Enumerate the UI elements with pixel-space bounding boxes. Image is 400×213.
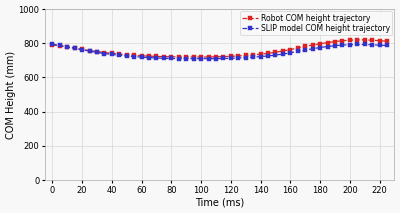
Robot COM height trajectory	[191, 56, 196, 58]
Robot COM height trajectory	[147, 55, 152, 57]
SLIP model COM height trajectory	[102, 52, 107, 55]
Robot COM height trajectory	[228, 55, 233, 58]
Robot COM height trajectory	[243, 54, 248, 57]
SLIP model COM height trajectory	[154, 57, 159, 59]
Robot COM height trajectory	[57, 45, 62, 47]
Robot COM height trajectory	[303, 45, 308, 48]
SLIP model COM height trajectory	[377, 44, 382, 46]
Robot COM height trajectory	[124, 53, 129, 56]
SLIP model COM height trajectory	[325, 45, 330, 48]
Robot COM height trajectory	[377, 39, 382, 42]
Robot COM height trajectory	[50, 44, 55, 46]
Robot COM height trajectory	[169, 56, 174, 58]
Robot COM height trajectory	[65, 46, 70, 48]
SLIP model COM height trajectory	[332, 44, 337, 47]
SLIP model COM height trajectory	[221, 57, 226, 60]
SLIP model COM height trajectory	[236, 57, 241, 59]
SLIP model COM height trajectory	[355, 43, 360, 46]
Robot COM height trajectory	[199, 56, 204, 58]
Robot COM height trajectory	[132, 54, 136, 56]
Robot COM height trajectory	[332, 40, 337, 43]
SLIP model COM height trajectory	[87, 50, 92, 52]
SLIP model COM height trajectory	[169, 57, 174, 60]
Robot COM height trajectory	[154, 55, 159, 58]
Robot COM height trajectory	[72, 47, 77, 49]
Robot COM height trajectory	[266, 52, 270, 55]
SLIP model COM height trajectory	[117, 54, 122, 56]
Robot COM height trajectory	[318, 43, 322, 45]
SLIP model COM height trajectory	[50, 43, 55, 45]
Robot COM height trajectory	[348, 39, 352, 42]
SLIP model COM height trajectory	[288, 52, 293, 54]
SLIP model COM height trajectory	[162, 57, 166, 60]
SLIP model COM height trajectory	[184, 57, 188, 60]
Y-axis label: COM Height (mm): COM Height (mm)	[6, 50, 16, 139]
Robot COM height trajectory	[102, 51, 107, 54]
SLIP model COM height trajectory	[214, 57, 218, 60]
Robot COM height trajectory	[176, 56, 181, 58]
SLIP model COM height trajectory	[57, 44, 62, 47]
Robot COM height trajectory	[221, 55, 226, 58]
SLIP model COM height trajectory	[132, 55, 136, 58]
SLIP model COM height trajectory	[228, 57, 233, 60]
Robot COM height trajectory	[258, 53, 263, 56]
Robot COM height trajectory	[295, 47, 300, 49]
Robot COM height trajectory	[139, 55, 144, 57]
X-axis label: Time (ms): Time (ms)	[195, 197, 244, 207]
Robot COM height trajectory	[355, 39, 360, 41]
SLIP model COM height trajectory	[266, 55, 270, 57]
Robot COM height trajectory	[280, 50, 285, 52]
Robot COM height trajectory	[251, 54, 256, 56]
Robot COM height trajectory	[184, 56, 188, 58]
SLIP model COM height trajectory	[80, 49, 84, 51]
SLIP model COM height trajectory	[348, 43, 352, 46]
Robot COM height trajectory	[80, 48, 84, 51]
Robot COM height trajectory	[273, 51, 278, 54]
Robot COM height trajectory	[117, 53, 122, 55]
SLIP model COM height trajectory	[280, 53, 285, 55]
SLIP model COM height trajectory	[318, 46, 322, 49]
SLIP model COM height trajectory	[65, 46, 70, 48]
SLIP model COM height trajectory	[206, 57, 211, 60]
SLIP model COM height trajectory	[110, 53, 114, 56]
SLIP model COM height trajectory	[258, 55, 263, 58]
SLIP model COM height trajectory	[340, 44, 345, 46]
Robot COM height trajectory	[325, 41, 330, 44]
SLIP model COM height trajectory	[124, 55, 129, 57]
SLIP model COM height trajectory	[72, 47, 77, 49]
Robot COM height trajectory	[385, 40, 390, 42]
SLIP model COM height trajectory	[295, 50, 300, 53]
Robot COM height trajectory	[370, 39, 374, 42]
SLIP model COM height trajectory	[176, 57, 181, 60]
SLIP model COM height trajectory	[385, 44, 390, 47]
SLIP model COM height trajectory	[94, 51, 99, 54]
Robot COM height trajectory	[162, 55, 166, 58]
SLIP model COM height trajectory	[303, 49, 308, 51]
Robot COM height trajectory	[110, 52, 114, 55]
Line: Robot COM height trajectory: Robot COM height trajectory	[51, 38, 388, 59]
SLIP model COM height trajectory	[147, 56, 152, 59]
SLIP model COM height trajectory	[273, 54, 278, 56]
Robot COM height trajectory	[340, 39, 345, 42]
SLIP model COM height trajectory	[370, 43, 374, 46]
Robot COM height trajectory	[362, 39, 367, 41]
Robot COM height trajectory	[236, 55, 241, 57]
Robot COM height trajectory	[214, 56, 218, 58]
SLIP model COM height trajectory	[310, 47, 315, 50]
Line: SLIP model COM height trajectory: SLIP model COM height trajectory	[51, 43, 388, 60]
SLIP model COM height trajectory	[362, 43, 367, 46]
Robot COM height trajectory	[310, 44, 315, 46]
Legend: Robot COM height trajectory, SLIP model COM height trajectory: Robot COM height trajectory, SLIP model …	[240, 11, 392, 35]
SLIP model COM height trajectory	[191, 57, 196, 60]
Robot COM height trajectory	[87, 49, 92, 52]
SLIP model COM height trajectory	[251, 56, 256, 58]
Robot COM height trajectory	[288, 48, 293, 51]
SLIP model COM height trajectory	[199, 57, 204, 60]
SLIP model COM height trajectory	[243, 56, 248, 59]
Robot COM height trajectory	[206, 56, 211, 58]
SLIP model COM height trajectory	[139, 56, 144, 58]
Robot COM height trajectory	[94, 50, 99, 53]
